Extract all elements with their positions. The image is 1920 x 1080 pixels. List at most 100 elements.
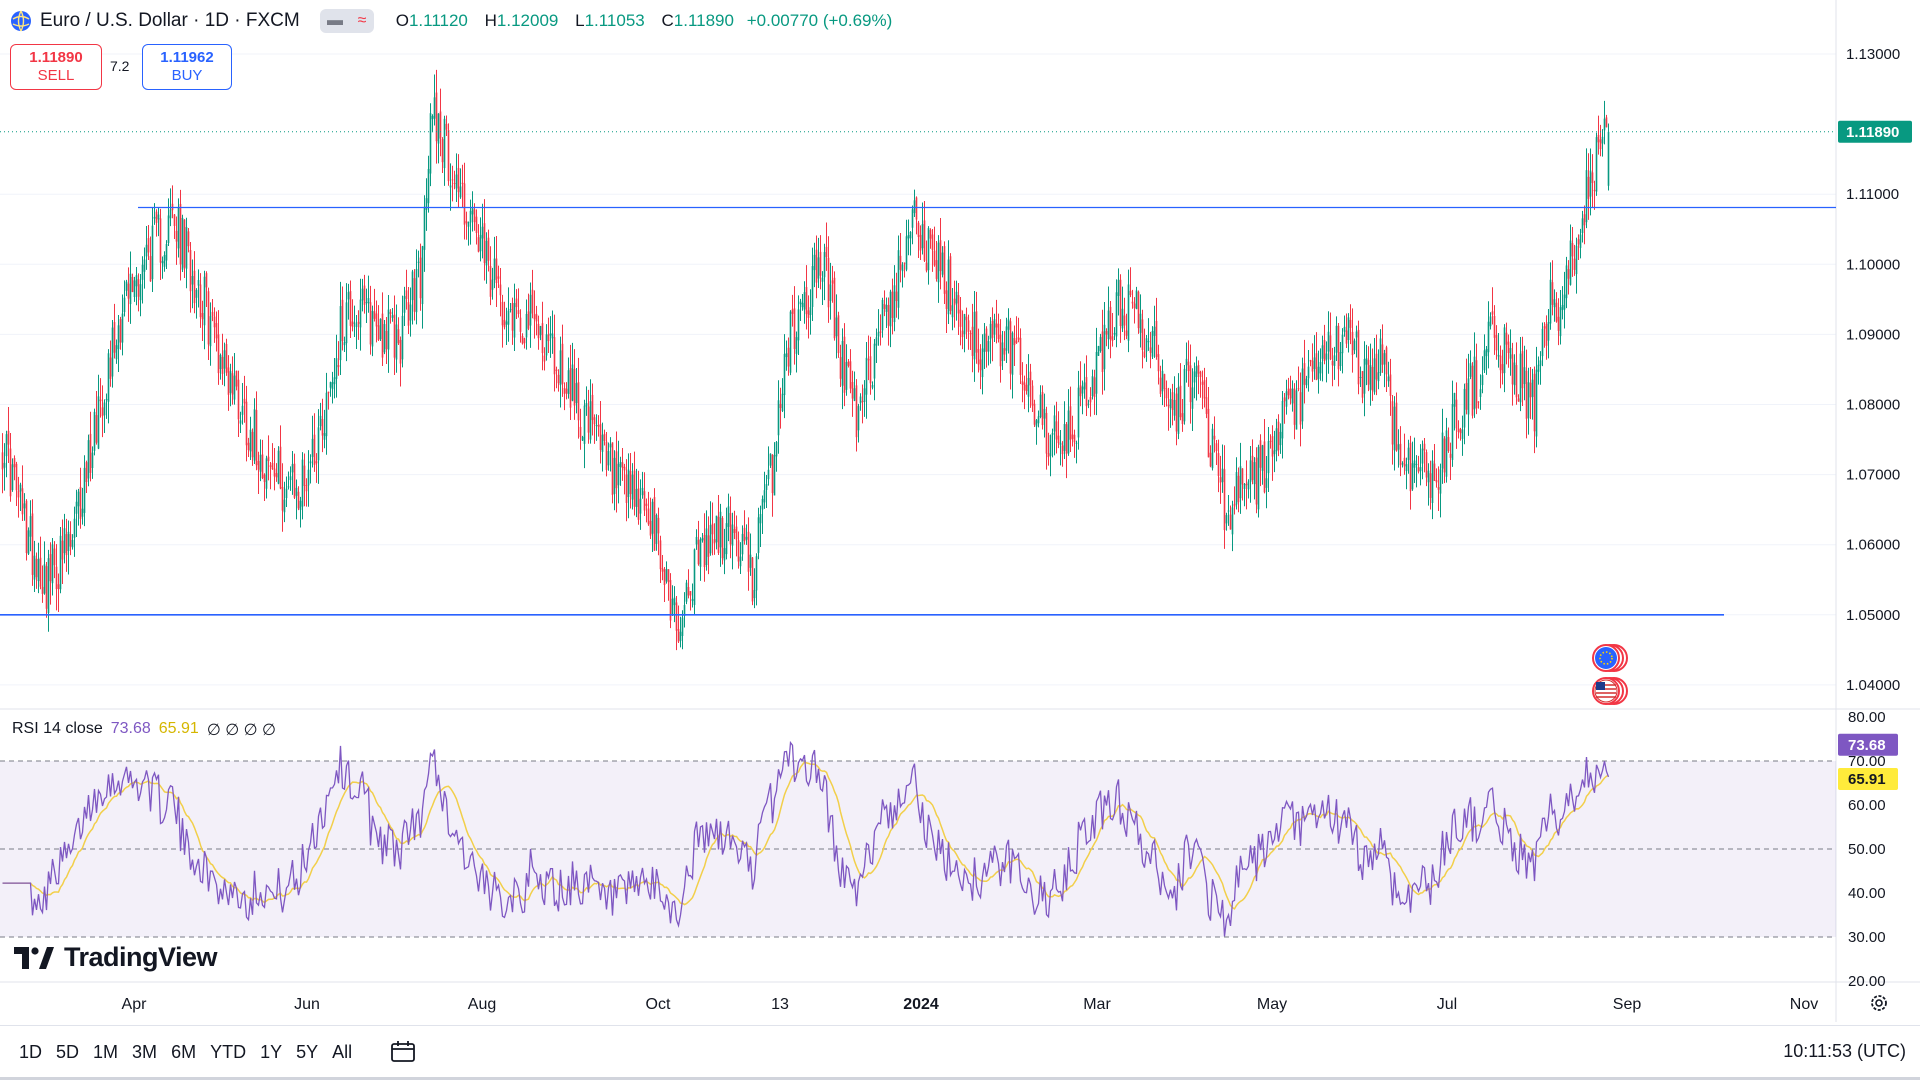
sell-price: 1.11890	[29, 49, 83, 66]
candle-body	[771, 454, 774, 494]
range-1d[interactable]: 1D	[19, 1041, 43, 1062]
candle-body	[273, 468, 276, 477]
rsi-tick-label: 70.00	[1848, 753, 1886, 770]
candle-body	[1249, 460, 1252, 482]
candle-body	[1373, 358, 1376, 393]
us-flag-icon	[1592, 677, 1628, 705]
candle-body	[1507, 341, 1510, 354]
candle-body	[1445, 430, 1448, 477]
range-all[interactable]: All	[332, 1041, 353, 1062]
candle-body	[415, 268, 418, 313]
candle-body	[1225, 515, 1228, 524]
candle-body	[263, 474, 266, 483]
sell-button[interactable]: 1.11890 SELL	[10, 44, 102, 90]
candle-body	[671, 598, 674, 616]
minus-icon: ▬	[327, 12, 344, 29]
candle-body	[827, 257, 830, 308]
candle-body	[303, 465, 306, 486]
candle-body	[953, 298, 956, 306]
candle-body	[1241, 468, 1244, 485]
candle-body	[337, 365, 340, 368]
candle-body	[1045, 412, 1048, 454]
candle-body	[541, 323, 544, 354]
candle-body	[1545, 323, 1548, 346]
candle-body	[1583, 214, 1586, 226]
candle-body	[709, 525, 712, 554]
candle-body	[591, 394, 594, 421]
candle-body	[1513, 362, 1516, 386]
rsi-legend[interactable]: RSI 14 close 73.68 65.91 ∅ ∅ ∅ ∅	[12, 720, 276, 740]
candle-body	[933, 250, 936, 266]
candle-body	[685, 582, 688, 602]
time-tick-label: Mar	[1083, 996, 1111, 1013]
candle-body	[451, 179, 454, 181]
candle-body	[1277, 421, 1280, 451]
candle-body	[851, 381, 854, 399]
candle-body	[525, 313, 528, 338]
candle-body	[1395, 402, 1398, 451]
candle-body	[1233, 503, 1236, 507]
range-5d[interactable]: 5D	[56, 1041, 80, 1062]
candle-body	[1597, 134, 1600, 143]
candle-body	[955, 291, 958, 304]
candle-body	[1183, 368, 1186, 422]
candle-body	[1115, 292, 1118, 337]
candle-body	[1413, 460, 1416, 468]
range-3m[interactable]: 3M	[132, 1041, 158, 1062]
gear-icon[interactable]	[1868, 992, 1890, 1014]
range-1y[interactable]: 1Y	[260, 1041, 283, 1062]
range-5y[interactable]: 5Y	[296, 1041, 319, 1062]
candle-body	[377, 325, 380, 341]
candle-body	[1087, 403, 1090, 405]
calendar-icon[interactable]	[389, 1040, 417, 1064]
candle-body	[1561, 305, 1564, 311]
candle-body	[1189, 365, 1192, 403]
candles-down	[1, 69, 1608, 651]
tradingview-logo[interactable]: TradingView	[14, 942, 218, 973]
range-ytd[interactable]: YTD	[210, 1041, 247, 1062]
candle-body	[939, 240, 942, 272]
candle-body	[775, 441, 778, 457]
candle-body	[229, 371, 232, 393]
time-tick-label: 13	[771, 996, 789, 1013]
brand-name: TradingView	[64, 942, 218, 972]
candle-body	[843, 336, 846, 393]
candle-body	[31, 513, 34, 575]
candle-body	[1581, 218, 1584, 233]
candle-body	[547, 334, 550, 342]
price-tick-label: 1.07000	[1846, 467, 1900, 484]
candle-body	[1409, 442, 1412, 492]
candle-body	[1323, 339, 1326, 361]
candle-body	[21, 488, 24, 515]
symbol-title[interactable]: Euro / U.S. Dollar · 1D · FXCM	[40, 10, 300, 31]
spread-value: 7.2	[110, 58, 130, 74]
range-1m[interactable]: 1M	[93, 1041, 119, 1062]
candle-body	[979, 359, 982, 371]
candle-body	[649, 520, 652, 536]
candle-body	[369, 302, 372, 345]
candle-body	[69, 534, 72, 547]
buy-button[interactable]: 1.11962 BUY	[142, 44, 232, 90]
candle-body	[1095, 351, 1098, 394]
candle-body	[1585, 170, 1588, 223]
candle-body	[837, 315, 840, 354]
indicator-toggle[interactable]: ▬ ≈	[319, 9, 374, 33]
candle-body	[1515, 365, 1518, 398]
range-6m[interactable]: 6M	[171, 1041, 197, 1062]
candle-body	[439, 111, 442, 139]
candle-body	[91, 452, 94, 468]
candle-body	[87, 440, 90, 479]
candle-body	[1441, 432, 1444, 469]
candle-body	[135, 275, 138, 287]
candle-body	[93, 411, 96, 451]
candle-body	[239, 420, 242, 424]
utc-clock[interactable]: 10:11:53 (UTC)	[1783, 1041, 1906, 1061]
candle-body	[421, 246, 424, 305]
candle-body	[181, 217, 184, 270]
candle-body	[1269, 440, 1272, 442]
candle-body	[1537, 364, 1540, 372]
candle-body	[279, 446, 282, 489]
candle-body	[1573, 258, 1576, 270]
candle-body	[127, 283, 130, 299]
